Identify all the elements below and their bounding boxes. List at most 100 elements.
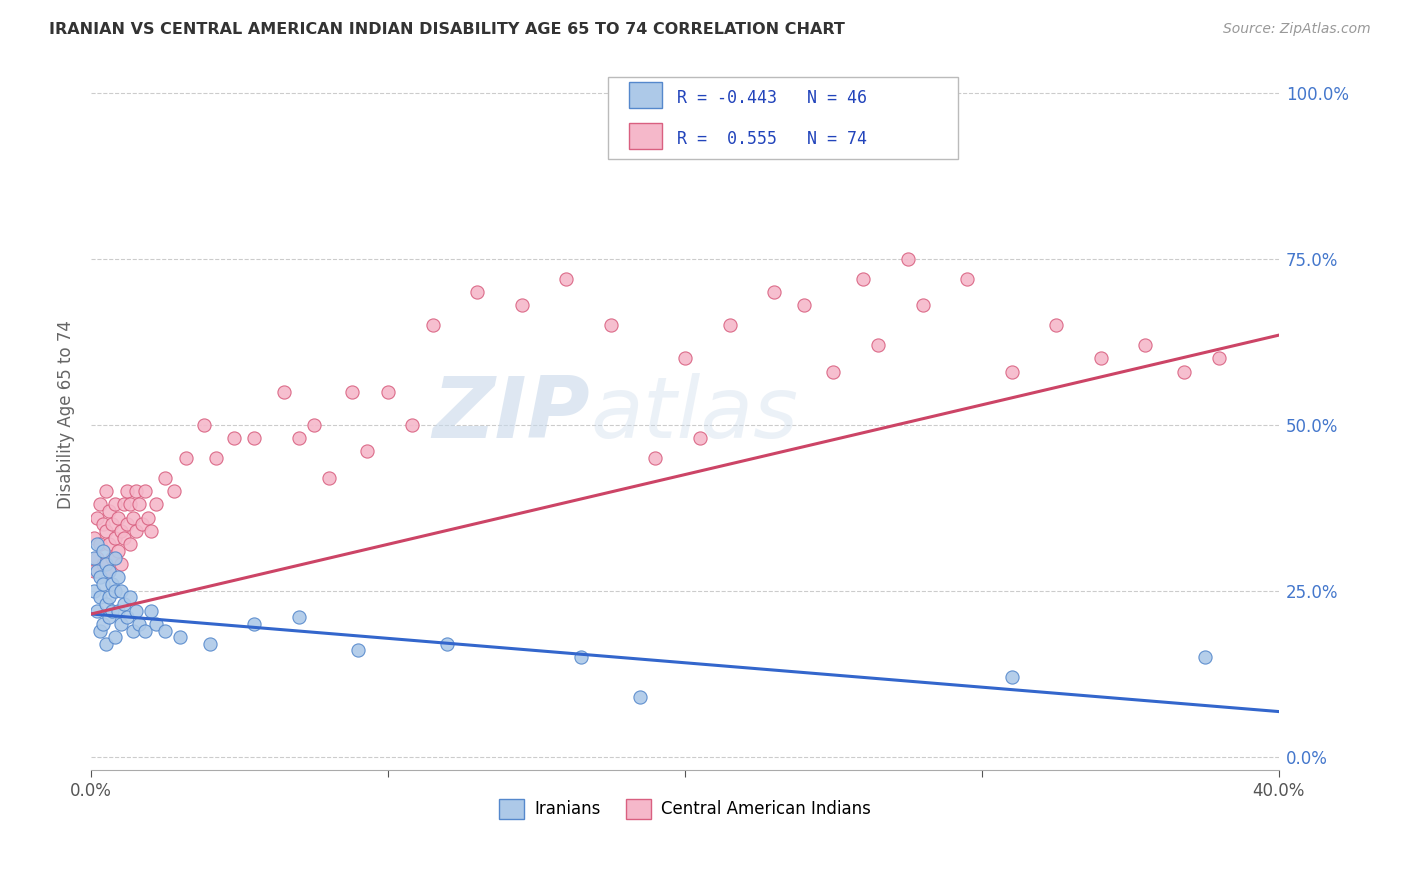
- Point: [897, 252, 920, 266]
- Point: [118, 537, 141, 551]
- Point: [104, 531, 127, 545]
- Point: [83, 583, 105, 598]
- Point: [718, 318, 741, 333]
- Point: [763, 285, 786, 299]
- Point: [136, 510, 159, 524]
- Point: [288, 431, 311, 445]
- Point: [134, 624, 156, 638]
- Text: R =  0.555   N = 74: R = 0.555 N = 74: [676, 129, 866, 148]
- Point: [422, 318, 444, 333]
- Point: [288, 610, 311, 624]
- Point: [134, 484, 156, 499]
- Point: [94, 557, 117, 571]
- Point: [318, 471, 340, 485]
- Point: [112, 597, 135, 611]
- Text: Source: ZipAtlas.com: Source: ZipAtlas.com: [1223, 22, 1371, 37]
- Point: [155, 624, 177, 638]
- Point: [1194, 650, 1216, 665]
- Legend: Iranians, Central American Indians: Iranians, Central American Indians: [492, 792, 877, 826]
- Point: [128, 616, 150, 631]
- Point: [401, 417, 423, 432]
- Point: [1208, 351, 1230, 366]
- Point: [342, 384, 364, 399]
- Point: [174, 450, 197, 465]
- Point: [866, 338, 889, 352]
- Point: [86, 604, 108, 618]
- Point: [569, 650, 592, 665]
- Point: [107, 544, 129, 558]
- Point: [89, 570, 111, 584]
- Point: [243, 431, 266, 445]
- Point: [139, 604, 162, 618]
- Point: [121, 624, 143, 638]
- Point: [630, 690, 652, 704]
- Point: [155, 471, 177, 485]
- Point: [83, 531, 105, 545]
- Text: ZIP: ZIP: [433, 373, 591, 457]
- Point: [205, 450, 228, 465]
- Point: [98, 504, 121, 518]
- Text: IRANIAN VS CENTRAL AMERICAN INDIAN DISABILITY AGE 65 TO 74 CORRELATION CHART: IRANIAN VS CENTRAL AMERICAN INDIAN DISAB…: [49, 22, 845, 37]
- Point: [510, 298, 533, 312]
- Point: [98, 610, 121, 624]
- Bar: [630, 82, 662, 108]
- Point: [243, 616, 266, 631]
- Point: [98, 537, 121, 551]
- Point: [104, 630, 127, 644]
- Point: [125, 604, 148, 618]
- Point: [852, 271, 875, 285]
- Point: [131, 517, 153, 532]
- Point: [101, 604, 124, 618]
- Point: [273, 384, 295, 399]
- Point: [1045, 318, 1067, 333]
- Point: [89, 498, 111, 512]
- Point: [104, 583, 127, 598]
- Point: [1135, 338, 1157, 352]
- Point: [163, 484, 186, 499]
- Point: [91, 517, 114, 532]
- Point: [115, 610, 138, 624]
- Point: [125, 524, 148, 538]
- Point: [101, 517, 124, 532]
- Point: [91, 544, 114, 558]
- Point: [107, 604, 129, 618]
- Point: [121, 510, 143, 524]
- Point: [347, 643, 370, 657]
- Point: [86, 510, 108, 524]
- Text: atlas: atlas: [591, 373, 799, 457]
- Point: [302, 417, 325, 432]
- Point: [599, 318, 621, 333]
- Point: [110, 583, 132, 598]
- Point: [644, 450, 666, 465]
- Point: [128, 498, 150, 512]
- Point: [86, 564, 108, 578]
- Point: [101, 577, 124, 591]
- Point: [110, 524, 132, 538]
- Point: [107, 510, 129, 524]
- Point: [115, 517, 138, 532]
- Point: [107, 570, 129, 584]
- Point: [94, 484, 117, 499]
- Point: [94, 637, 117, 651]
- Point: [104, 498, 127, 512]
- Point: [91, 616, 114, 631]
- Text: R = -0.443   N = 46: R = -0.443 N = 46: [676, 89, 866, 107]
- Point: [1090, 351, 1112, 366]
- Point: [1001, 670, 1024, 684]
- Point: [689, 431, 711, 445]
- Y-axis label: Disability Age 65 to 74: Disability Age 65 to 74: [58, 320, 75, 509]
- Point: [94, 597, 117, 611]
- Point: [1173, 365, 1195, 379]
- Point: [436, 637, 458, 651]
- Point: [83, 550, 105, 565]
- Point: [89, 624, 111, 638]
- Point: [145, 616, 167, 631]
- Bar: [630, 123, 662, 149]
- Point: [104, 550, 127, 565]
- Point: [86, 537, 108, 551]
- Point: [169, 630, 191, 644]
- Point: [86, 550, 108, 565]
- Point: [911, 298, 934, 312]
- Point: [823, 365, 845, 379]
- Point: [115, 484, 138, 499]
